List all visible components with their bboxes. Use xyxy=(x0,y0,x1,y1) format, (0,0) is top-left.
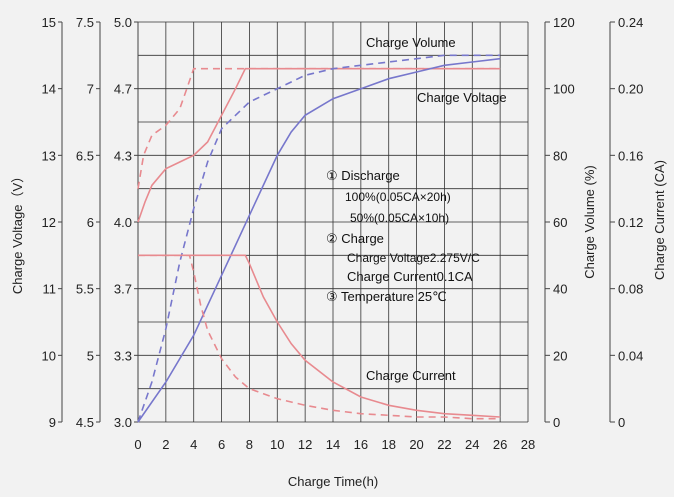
series-line-3 xyxy=(137,54,501,423)
charge-current-curve-label: Charge Current xyxy=(366,368,456,383)
annotation-discharge-100: 100%(0.05CA×20h) xyxy=(345,190,451,204)
charge_voltage_6v-tick-label-5: 7 xyxy=(87,82,94,97)
charge_voltage_12v-tick-label-2: 11 xyxy=(43,282,57,297)
charge_current-tick-label-0: 0 xyxy=(618,415,625,430)
chart-labels: Charge Volume Charge Voltage Charge Curr… xyxy=(10,35,667,489)
charge_voltage_12v-tick-label-1: 10 xyxy=(42,348,56,363)
annotation-temperature: ③ Temperature 25℃ xyxy=(326,289,447,304)
charge_volume-tick-label-3: 60 xyxy=(553,215,567,230)
x-tick-label-10: 20 xyxy=(409,437,423,452)
x-tick-label-12: 24 xyxy=(465,437,479,452)
x-tick-label-1: 2 xyxy=(162,437,169,452)
charge_voltage_6v-tick-label-0: 4.5 xyxy=(76,415,94,430)
charge_voltage_6v-tick-label-4: 6.5 xyxy=(76,148,94,163)
annotation-charge-voltage: Charge Voltage2.275V/C xyxy=(347,251,480,265)
charge_volume-tick-label-6: 120 xyxy=(553,15,575,30)
annotation-charge-current: Charge Current0.1CA xyxy=(347,269,473,284)
chart-axes: 9 10 11 12 13 14 15 4.5 5 5.5 6 6.5 7 7.5 3.0 3.3 3.7 4.0… xyxy=(42,15,644,452)
charge_voltage_cell-tick-label-5: 4.7 xyxy=(114,82,132,97)
charge_current-tick-label-1: 0.04 xyxy=(618,348,643,363)
charge_volume-tick-label-1: 20 xyxy=(553,348,567,363)
charge_current-tick-label-5: 0.20 xyxy=(618,82,643,97)
x-tick-label-14: 28 xyxy=(521,437,535,452)
x-axis-title: Charge Time(h) xyxy=(288,474,378,489)
charge_voltage_cell-tick-label-1: 3.3 xyxy=(114,348,132,363)
charge-voltage-curve-label: Charge Voltage xyxy=(417,90,507,105)
x-tick-label-9: 18 xyxy=(381,437,395,452)
series-line-4 xyxy=(138,254,501,418)
x-tick-label-13: 26 xyxy=(493,437,507,452)
charge_current-tick-label-3: 0.12 xyxy=(618,215,643,230)
charge_voltage_12v-tick-label-0: 9 xyxy=(49,415,56,430)
annotation-discharge-50: 50%(0.05CA×10h) xyxy=(350,211,449,225)
charge_voltage_6v-tick-label-6: 7.5 xyxy=(76,15,94,30)
charge_volume-tick-label-5: 100 xyxy=(553,82,575,97)
charge_voltage_6v-tick-label-3: 6 xyxy=(87,215,94,230)
charge_current-tick-label-6: 0.24 xyxy=(618,15,643,30)
plot-grid xyxy=(137,21,529,423)
x-tick-label-7: 14 xyxy=(326,437,340,452)
x-tick-label-11: 22 xyxy=(437,437,451,452)
x-tick-label-6: 12 xyxy=(298,437,312,452)
x-tick-label-2: 4 xyxy=(190,437,197,452)
left-y-axis-title: Charge Voltage（V） xyxy=(10,170,25,294)
charge_current-tick-label-4: 0.16 xyxy=(618,148,643,163)
charge_voltage_6v-tick-label-2: 5.5 xyxy=(76,282,94,297)
x-tick-label-0: 0 xyxy=(134,437,141,452)
series-line-0 xyxy=(137,67,501,223)
charge-volume-curve-label: Charge Volume xyxy=(366,35,456,50)
charge_current-tick-label-2: 0.08 xyxy=(618,282,643,297)
charge_voltage_6v-tick-label-1: 5 xyxy=(87,348,94,363)
chart-curves xyxy=(137,54,501,423)
charge-current-axis-title: Charge Current (CA) xyxy=(652,160,667,280)
series-line-5 xyxy=(138,254,501,420)
x-tick-label-3: 6 xyxy=(218,437,225,452)
charge_voltage_12v-tick-label-5: 14 xyxy=(42,82,56,97)
x-tick-label-5: 10 xyxy=(270,437,284,452)
x-tick-label-4: 8 xyxy=(246,437,253,452)
charge_voltage_12v-tick-label-4: 13 xyxy=(42,148,56,163)
x-tick-label-8: 16 xyxy=(354,437,368,452)
charge_volume-tick-label-4: 80 xyxy=(553,148,567,163)
charge_voltage_12v-tick-label-3: 12 xyxy=(42,215,56,230)
charge_volume-tick-label-2: 40 xyxy=(553,282,567,297)
annotation-charge: ② Charge xyxy=(326,231,384,246)
charge_voltage_12v-tick-label-6: 15 xyxy=(42,15,56,30)
charge_voltage_cell-tick-label-6: 5.0 xyxy=(114,15,132,30)
charge-volume-axis-title: Charge Volume (%) xyxy=(582,165,597,278)
charge_voltage_cell-tick-label-0: 3.0 xyxy=(114,415,132,430)
charge_voltage_cell-tick-label-2: 3.7 xyxy=(114,282,132,297)
charge_volume-tick-label-0: 0 xyxy=(553,415,560,430)
charge_voltage_cell-tick-label-4: 4.3 xyxy=(114,148,132,163)
series-line-1 xyxy=(137,67,501,189)
annotation-discharge: ① Discharge xyxy=(326,168,400,183)
charge_voltage_cell-tick-label-3: 4.0 xyxy=(114,215,132,230)
